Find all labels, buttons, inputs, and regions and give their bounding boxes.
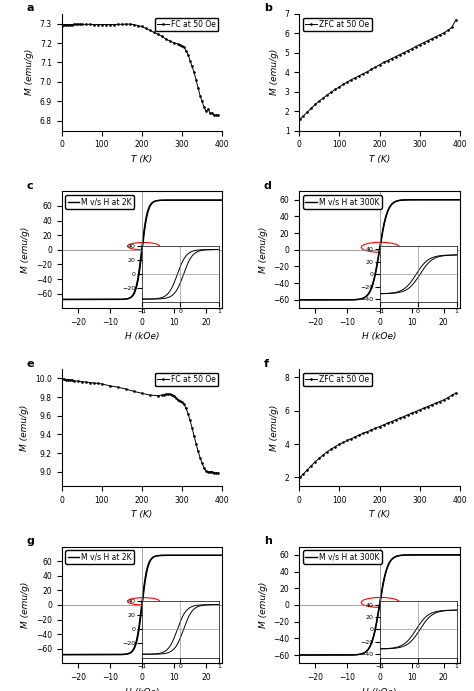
Y-axis label: M (emu/g): M (emu/g) (259, 582, 268, 628)
Y-axis label: M (emu/g): M (emu/g) (270, 49, 279, 95)
Y-axis label: M (emu/g): M (emu/g) (20, 404, 29, 451)
Legend: M v/s H at 2K: M v/s H at 2K (65, 196, 135, 209)
Text: g: g (26, 536, 34, 546)
Y-axis label: M (emu/g): M (emu/g) (270, 404, 279, 451)
Text: f: f (264, 359, 269, 368)
Text: d: d (264, 181, 272, 191)
X-axis label: T (K): T (K) (131, 155, 153, 164)
Legend: M v/s H at 300K: M v/s H at 300K (303, 196, 382, 209)
Legend: FC at 50 Oe: FC at 50 Oe (155, 18, 219, 31)
Text: h: h (264, 536, 272, 546)
Text: b: b (264, 3, 272, 14)
Text: c: c (26, 181, 33, 191)
Legend: ZFC at 50 Oe: ZFC at 50 Oe (303, 372, 372, 386)
Legend: M v/s H at 300K: M v/s H at 300K (303, 550, 382, 564)
X-axis label: T (K): T (K) (131, 510, 153, 519)
X-axis label: T (K): T (K) (369, 155, 390, 164)
X-axis label: H (kOe): H (kOe) (125, 332, 159, 341)
X-axis label: H (kOe): H (kOe) (362, 332, 397, 341)
Y-axis label: M (emu/g): M (emu/g) (25, 49, 34, 95)
Y-axis label: M (emu/g): M (emu/g) (259, 227, 268, 273)
Text: a: a (26, 3, 34, 14)
X-axis label: T (K): T (K) (369, 510, 390, 519)
Legend: ZFC at 50 Oe: ZFC at 50 Oe (303, 18, 372, 31)
X-axis label: H (kOe): H (kOe) (125, 688, 159, 691)
Legend: M v/s H at 2K: M v/s H at 2K (65, 550, 135, 564)
Legend: FC at 50 Oe: FC at 50 Oe (155, 372, 219, 386)
Y-axis label: M (emu/g): M (emu/g) (21, 582, 30, 628)
Y-axis label: M (emu/g): M (emu/g) (21, 227, 30, 273)
X-axis label: H (kOe): H (kOe) (362, 688, 397, 691)
Text: e: e (26, 359, 34, 368)
